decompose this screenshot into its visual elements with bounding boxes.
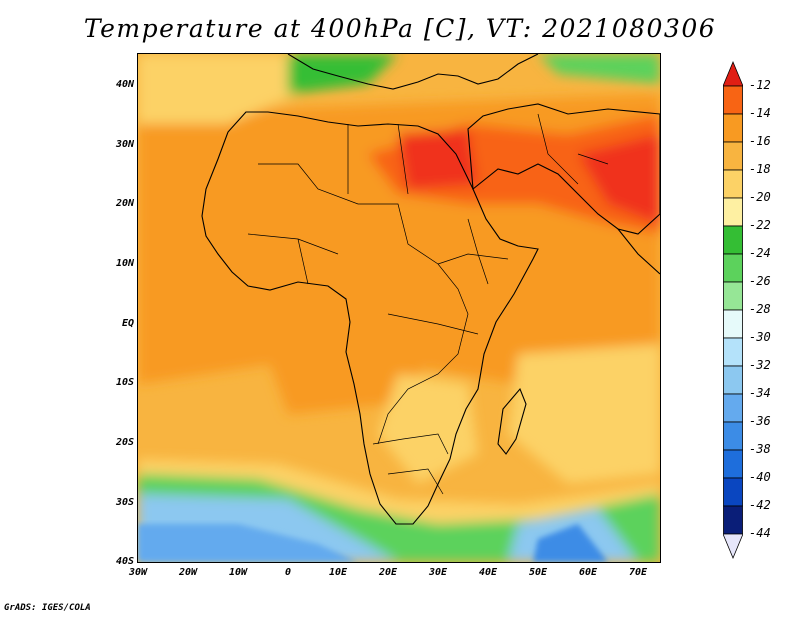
border-line-1 [258, 163, 469, 445]
colorbar-label: -30 [749, 330, 771, 344]
colorbar-swatch [723, 309, 743, 339]
colorbar-swatch [723, 253, 743, 283]
lon-label-30e: 30E [428, 567, 448, 578]
lat-label-30n: 30N [115, 139, 134, 150]
colorbar-label: -20 [749, 190, 771, 204]
lat-label-30s: 30S [115, 497, 134, 508]
chart-title: Temperature at 400hPa [C], VT: 202108030… [83, 14, 717, 43]
colorbar-label: -38 [749, 442, 771, 456]
india-coast [617, 228, 660, 275]
country-borders [247, 113, 609, 495]
colorbar-label: -12 [749, 78, 771, 92]
field-cool-indian-ocean [508, 344, 660, 484]
colorbar-over-triangle [723, 60, 743, 87]
lat-label-eq: EQ [121, 318, 134, 329]
lon-label-70e: 70E [628, 567, 648, 578]
arabia-coast [467, 103, 660, 235]
lon-label-20w: 20W [178, 567, 198, 578]
border-line-5 [537, 113, 609, 185]
colorbar-label: -16 [749, 134, 771, 148]
lon-label-60e: 60E [578, 567, 598, 578]
colorbar-swatch [723, 281, 743, 311]
colorbar-label: -14 [749, 106, 771, 120]
lon-label-40e: 40E [478, 567, 498, 578]
lat-label-10s: 10S [115, 377, 134, 388]
colorbar-label: -40 [749, 470, 771, 484]
colorbar-swatch [723, 169, 743, 199]
temperature-field [138, 54, 660, 562]
africa-coast [201, 111, 539, 525]
colorbar-label: -32 [749, 358, 771, 372]
field-green-med [288, 54, 398, 94]
lon-label-50e: 50E [528, 567, 548, 578]
colorbar-swatch [723, 393, 743, 423]
lat-label-20s: 20S [115, 437, 134, 448]
colorbar [723, 60, 743, 560]
colorbar-swatch [723, 505, 743, 535]
lon-label-0: 0 [284, 567, 292, 578]
field-warm-tropics [248, 294, 438, 414]
colorbar-swatch [723, 225, 743, 255]
colorbar-under-triangle [723, 533, 743, 560]
colorbar-swatch [723, 477, 743, 507]
field-blue-deep-se [533, 524, 608, 562]
colorbar-label: -18 [749, 162, 771, 176]
lon-label-20e: 20E [378, 567, 398, 578]
field-green-ne [538, 54, 660, 84]
colorbar-swatch [723, 337, 743, 367]
colorbar-label: -42 [749, 498, 771, 512]
colorbar-swatch [723, 141, 743, 171]
map-panel [137, 53, 661, 563]
border-line-4 [372, 433, 449, 495]
colorbar-swatch [723, 197, 743, 227]
colorbar-label: -44 [749, 526, 771, 540]
footer-credit: GrADS: IGES/COLA [4, 603, 91, 613]
colorbar-label: -28 [749, 302, 771, 316]
colorbar-label: -22 [749, 218, 771, 232]
colorbar-swatch [723, 365, 743, 395]
lon-label-30w: 30W [128, 567, 148, 578]
border-line-3 [387, 218, 509, 335]
field-hot-egypt [398, 129, 478, 189]
colorbar-label: -24 [749, 246, 771, 260]
lat-label-40s: 40S [115, 556, 134, 567]
colorbar-swatch [723, 421, 743, 451]
colorbar-label: -36 [749, 414, 771, 428]
madagascar-coast [497, 387, 527, 455]
border-line-2 [247, 123, 409, 285]
lon-label-10e: 10E [328, 567, 348, 578]
lat-label-40n: 40N [115, 79, 134, 90]
coastlines [201, 54, 660, 525]
lon-label-10w: 10W [228, 567, 248, 578]
lat-label-20n: 20N [115, 198, 134, 209]
colorbar-swatch [723, 449, 743, 479]
field-blue-deep-sw [138, 524, 358, 562]
europe-coast [287, 54, 539, 90]
colorbar-swatch [723, 113, 743, 143]
field-hot-india [578, 134, 660, 224]
colorbar-swatch [723, 85, 743, 115]
colorbar-label: -34 [749, 386, 771, 400]
lat-label-10n: 10N [115, 258, 134, 269]
field-cool-south-africa [378, 374, 478, 484]
colorbar-label: -26 [749, 274, 771, 288]
